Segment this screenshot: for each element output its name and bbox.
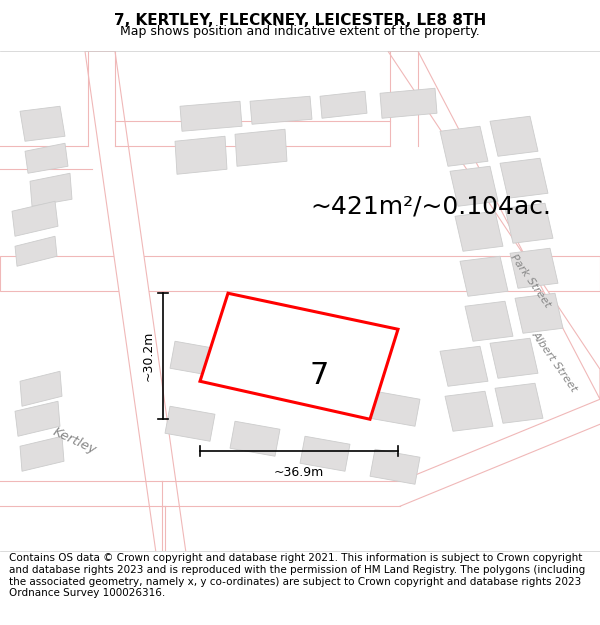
Polygon shape: [170, 341, 220, 376]
Polygon shape: [460, 256, 508, 296]
Polygon shape: [388, 51, 600, 399]
Polygon shape: [0, 256, 600, 291]
Text: Albert Street: Albert Street: [530, 329, 580, 393]
Polygon shape: [440, 346, 488, 386]
Polygon shape: [505, 203, 553, 243]
Polygon shape: [450, 166, 498, 206]
Polygon shape: [510, 248, 558, 288]
Polygon shape: [500, 158, 548, 198]
Text: ~30.2m: ~30.2m: [142, 331, 155, 381]
Polygon shape: [465, 301, 513, 341]
Polygon shape: [370, 449, 420, 484]
Polygon shape: [380, 88, 437, 118]
Text: Kertley: Kertley: [51, 426, 99, 457]
Polygon shape: [300, 376, 350, 411]
Polygon shape: [230, 421, 280, 456]
Polygon shape: [490, 116, 538, 156]
Text: ~421m²/~0.104ac.: ~421m²/~0.104ac.: [310, 194, 551, 218]
Text: ~36.9m: ~36.9m: [274, 466, 324, 479]
Polygon shape: [25, 143, 68, 173]
Polygon shape: [20, 106, 65, 141]
Polygon shape: [165, 406, 215, 441]
Polygon shape: [235, 361, 285, 396]
Polygon shape: [15, 236, 57, 266]
Polygon shape: [30, 173, 72, 206]
Text: 7, KERTLEY, FLECKNEY, LEICESTER, LE8 8TH: 7, KERTLEY, FLECKNEY, LEICESTER, LE8 8TH: [114, 12, 486, 28]
Polygon shape: [15, 401, 60, 436]
Polygon shape: [235, 129, 287, 166]
Polygon shape: [20, 371, 62, 406]
Polygon shape: [180, 101, 242, 131]
Polygon shape: [175, 136, 227, 174]
Text: 7: 7: [310, 361, 329, 390]
Polygon shape: [85, 51, 190, 581]
Text: Map shows position and indicative extent of the property.: Map shows position and indicative extent…: [120, 26, 480, 39]
Text: Contains OS data © Crown copyright and database right 2021. This information is : Contains OS data © Crown copyright and d…: [9, 554, 585, 598]
Polygon shape: [200, 293, 398, 419]
Polygon shape: [300, 436, 350, 471]
Polygon shape: [12, 201, 58, 236]
Polygon shape: [250, 96, 312, 124]
Polygon shape: [455, 211, 503, 251]
Polygon shape: [370, 391, 420, 426]
Polygon shape: [320, 91, 367, 118]
Polygon shape: [440, 126, 488, 166]
Polygon shape: [20, 436, 64, 471]
Polygon shape: [490, 338, 538, 378]
Text: Park Street: Park Street: [508, 253, 552, 310]
Polygon shape: [445, 391, 493, 431]
Polygon shape: [495, 383, 543, 423]
Polygon shape: [515, 293, 563, 333]
